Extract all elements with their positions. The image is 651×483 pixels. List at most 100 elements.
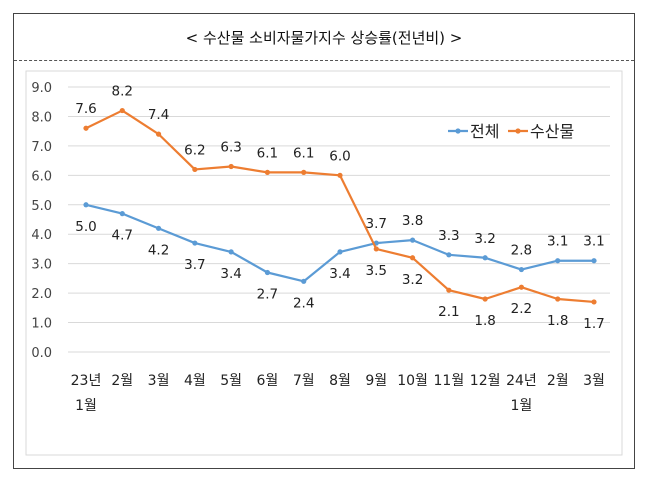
data-point xyxy=(337,249,343,255)
x-tick-label: 2월 xyxy=(111,373,133,389)
x-tick-label-line: 4월 xyxy=(184,373,206,389)
data-label: 5.0 xyxy=(75,219,96,235)
data-label: 1.7 xyxy=(583,316,604,332)
data-point xyxy=(482,296,488,302)
y-tick-label: 1.0 xyxy=(31,317,52,332)
x-tick-label: 2월 xyxy=(547,373,569,389)
x-tick-label-line: 1월 xyxy=(511,398,533,414)
data-label: 6.0 xyxy=(329,148,350,164)
data-point xyxy=(228,163,234,170)
data-label: 6.2 xyxy=(184,142,205,158)
data-point xyxy=(155,131,162,137)
x-tick-label: 8월 xyxy=(329,373,351,389)
data-label: 3.7 xyxy=(184,257,205,273)
plot-area-border xyxy=(25,70,623,456)
data-point xyxy=(83,125,89,131)
legend-swatch-marker xyxy=(515,128,521,134)
data-label: 8.2 xyxy=(112,84,133,100)
data-point xyxy=(482,255,488,261)
x-tick-label: 12월 xyxy=(470,373,501,389)
data-point xyxy=(337,172,343,178)
y-tick-label: 9.0 xyxy=(31,81,52,96)
x-tick-label-line: 23년 xyxy=(71,373,102,389)
y-tick-label: 0.0 xyxy=(31,346,52,361)
data-label: 7.6 xyxy=(75,101,96,117)
y-tick-label: 5.0 xyxy=(31,199,52,214)
data-label: 2.1 xyxy=(438,304,459,320)
data-label: 3.4 xyxy=(329,266,350,282)
data-point xyxy=(228,249,234,255)
y-tick-label: 7.0 xyxy=(31,140,52,155)
data-point xyxy=(591,299,597,305)
data-point xyxy=(264,169,271,175)
data-label: 2.2 xyxy=(511,301,532,317)
x-tick-label: 10월 xyxy=(397,373,428,389)
x-tick-label: 5월 xyxy=(220,373,242,389)
x-tick-label: 9월 xyxy=(365,373,387,389)
x-tick-label-line: 5월 xyxy=(220,373,242,389)
data-label: 2.7 xyxy=(257,287,278,303)
x-tick-label: 3월 xyxy=(583,373,605,389)
data-label: 3.3 xyxy=(438,228,459,244)
data-point xyxy=(301,169,307,175)
x-tick-label-line: 8월 xyxy=(329,373,351,389)
data-label: 3.5 xyxy=(366,263,387,279)
data-point xyxy=(591,258,597,264)
x-tick-label-line: 2월 xyxy=(111,373,133,389)
data-label: 2.4 xyxy=(293,295,314,311)
data-label: 1.8 xyxy=(547,313,568,329)
data-label: 6.1 xyxy=(257,145,278,161)
data-label: 3.1 xyxy=(583,234,604,250)
x-tick-label-line: 1월 xyxy=(75,398,97,414)
chart-title: < 수산물 소비자물가지수 상승률(전년비) > xyxy=(14,14,634,61)
x-tick-label-line: 9월 xyxy=(365,373,387,389)
legend-swatch-marker xyxy=(455,128,461,134)
data-label: 3.1 xyxy=(547,234,568,250)
x-tick-label: 7월 xyxy=(293,373,315,389)
data-label: 7.4 xyxy=(148,107,169,123)
x-tick-label-line: 6월 xyxy=(257,373,279,389)
x-tick-label-line: 10월 xyxy=(397,373,428,389)
data-point xyxy=(155,225,162,231)
y-tick-label: 4.0 xyxy=(31,228,52,243)
data-point xyxy=(192,166,198,173)
chart-frame: < 수산물 소비자물가지수 상승률(전년비) > xyxy=(13,13,635,469)
x-tick-label: 6월 xyxy=(257,373,279,389)
data-point xyxy=(373,246,379,252)
data-point xyxy=(555,258,561,264)
data-point xyxy=(555,296,561,302)
data-point xyxy=(518,266,525,273)
data-point xyxy=(83,202,89,208)
data-label: 3.2 xyxy=(402,272,423,288)
y-tick-label: 6.0 xyxy=(31,169,52,184)
x-tick-label: 4월 xyxy=(184,373,206,389)
y-tick-label: 3.0 xyxy=(31,258,52,273)
x-tick-label-line: 12월 xyxy=(470,373,501,389)
data-label: 2.8 xyxy=(511,243,532,259)
data-point xyxy=(446,287,452,293)
x-tick-label-line: 2월 xyxy=(547,373,569,389)
legend-label: 전체 xyxy=(470,122,499,141)
data-point xyxy=(409,255,416,261)
y-tick-label: 2.0 xyxy=(31,287,52,302)
data-label: 4.2 xyxy=(148,242,169,258)
y-tick-label: 8.0 xyxy=(31,110,52,125)
data-label: 6.1 xyxy=(293,145,314,161)
data-point xyxy=(409,237,416,243)
data-label: 4.7 xyxy=(112,228,133,244)
x-tick-label: 24년 1월 xyxy=(506,373,537,414)
data-point xyxy=(119,107,125,114)
data-point xyxy=(192,240,198,246)
data-point xyxy=(518,284,525,290)
legend-label: 수산물 xyxy=(530,122,574,141)
data-point xyxy=(446,252,452,258)
data-point xyxy=(301,278,307,284)
x-tick-label-line: 24년 xyxy=(506,373,537,389)
x-tick-label-line: 7월 xyxy=(293,373,315,389)
data-point xyxy=(119,211,125,217)
data-label: 6.3 xyxy=(220,140,241,156)
x-tick-label-line: 11월 xyxy=(434,373,465,389)
data-label: 1.8 xyxy=(474,313,495,329)
data-label: 3.8 xyxy=(402,213,423,229)
